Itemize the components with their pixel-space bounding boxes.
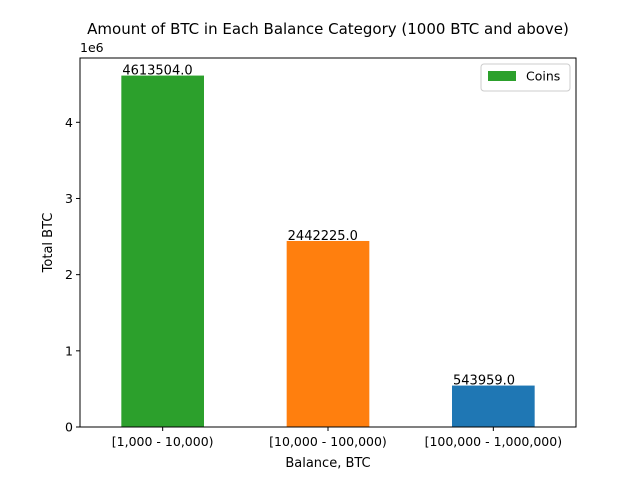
bar-3 [452,385,535,427]
legend: Coins [480,63,571,92]
x-axis-ticks: [1,000 - 10,000) [10,000 - 100,000) [100,0… [112,427,562,449]
x-tick-label-3: [100,000 - 1,000,000) [425,434,563,449]
bar-2 [286,240,370,427]
y-axis-ticks: 0 1 2 3 4 [65,115,80,435]
legend-label-coins: Coins [526,69,560,84]
y-axis-label: Total BTC [41,213,56,274]
chart-title: Amount of BTC in Each Balance Category (… [87,20,569,38]
data-label-1: 4613504.0 [122,64,192,79]
y-tick-label-4: 3 [65,191,73,206]
legend-swatch-coins [488,71,516,81]
data-labels-group: 4613504.0 2442225.0 543959.0 [122,64,515,389]
y-tick-label-1: 0 [65,420,73,435]
plot-frame [79,57,577,428]
y-tick-label-2: 1 [65,343,73,358]
x-tick-label-2: [10,000 - 100,000) [269,434,387,449]
bars-group [121,75,535,427]
x-tick-label-1: [1,000 - 10,000) [112,434,214,449]
x-axis-label: Balance, BTC [285,456,370,471]
data-label-3: 543959.0 [453,374,515,389]
y-tick-label-5: 4 [65,115,73,130]
bar-1 [121,75,204,427]
data-label-2: 2442225.0 [288,229,358,244]
y-axis-offset-text: 1e6 [80,40,104,55]
legend-box [480,63,571,92]
y-tick-label-3: 2 [65,267,73,282]
